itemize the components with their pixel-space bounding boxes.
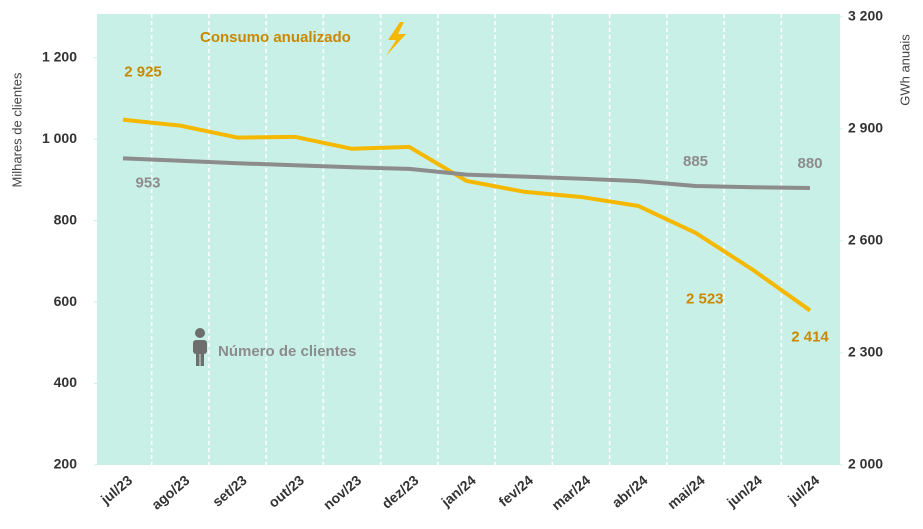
data-label: 953 (135, 174, 160, 191)
lightning-icon (386, 22, 406, 56)
y-tick-label: 200 (54, 456, 78, 472)
legend-clientes: Número de clientes (218, 343, 356, 360)
y2-tick-label: 3 200 (848, 8, 883, 24)
y-tick-label: 1 000 (42, 130, 77, 146)
data-label: 885 (683, 153, 708, 170)
legend-consumo: Consumo anualizado (200, 29, 351, 46)
x-tick-label: out/23 (265, 472, 307, 511)
y-tick-label: 800 (54, 211, 78, 227)
x-tick-label: jun/24 (723, 472, 765, 511)
y-tick-label: 1 200 (42, 48, 77, 64)
y-tick-label: 400 (54, 374, 78, 390)
x-tick-label: set/23 (209, 472, 250, 510)
x-tick-label: abr/24 (609, 472, 651, 511)
y2-tick-label: 2 900 (848, 120, 883, 136)
x-tick-label: nov/23 (320, 472, 364, 513)
y2-axis-label: GWh anuais (897, 34, 912, 106)
x-tick-label: mar/24 (548, 472, 593, 513)
x-tick-label: mai/24 (664, 472, 708, 512)
x-tick-label: jul/23 (97, 472, 136, 508)
x-tick-label: ago/23 (148, 472, 192, 513)
person-icon (193, 328, 207, 366)
x-tick-label: dez/23 (378, 472, 421, 512)
series-line (122, 117, 812, 313)
data-label: 880 (797, 155, 822, 172)
x-tick-label: fev/24 (495, 472, 536, 510)
series-line (122, 156, 811, 191)
data-label: 2 414 (791, 328, 829, 345)
data-label: 2 523 (686, 291, 724, 308)
x-tick-label: jan/24 (437, 472, 479, 511)
y2-tick-label: 2 300 (848, 344, 883, 360)
data-label: 2 925 (124, 64, 162, 81)
y-tick-label: 600 (54, 293, 78, 309)
y2-tick-label: 2 000 (848, 456, 883, 472)
y-axis-label: Milhares de clientes (9, 72, 24, 187)
plot-area (97, 14, 840, 465)
y2-tick-label: 2 600 (848, 232, 883, 248)
x-tick-label: jul/24 (784, 472, 823, 508)
